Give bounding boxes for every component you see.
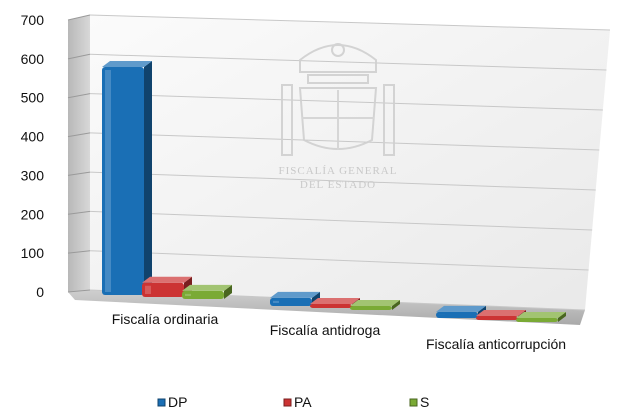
bar-front xyxy=(102,67,144,295)
bar-top xyxy=(310,298,360,304)
bar-side xyxy=(558,312,566,322)
bar-top xyxy=(350,300,400,306)
legend-swatch-s xyxy=(409,398,418,407)
bar-s xyxy=(182,284,232,299)
y-axis-ticks: 0 100 200 300 400 500 600 700 xyxy=(21,12,45,300)
legend-swatch-pa xyxy=(283,398,292,407)
y-tick-label: 0 xyxy=(36,284,44,300)
bar-side xyxy=(144,61,152,295)
bar-front xyxy=(476,316,518,320)
bar-top xyxy=(142,276,192,283)
gridline xyxy=(89,171,596,191)
legend-label-dp: DP xyxy=(168,394,187,410)
bar-s xyxy=(516,312,566,322)
gridline-side xyxy=(67,14,91,21)
bar-top xyxy=(436,305,486,312)
y-tick-label: 500 xyxy=(21,90,45,106)
bar-side xyxy=(224,284,232,299)
category-label: Fiscalía antidroga xyxy=(270,322,381,338)
bar-top xyxy=(516,312,566,318)
gridline-side xyxy=(67,210,91,215)
bar-front xyxy=(310,304,352,308)
gridline-side xyxy=(67,53,91,60)
bar-front xyxy=(516,318,558,322)
bar-highlight xyxy=(105,70,111,292)
chart-back-wall xyxy=(90,15,610,310)
bar-dp xyxy=(102,61,152,295)
gridline-side xyxy=(67,132,91,138)
bar-top xyxy=(476,310,526,316)
bar-front xyxy=(182,290,224,299)
bar-top xyxy=(182,284,232,291)
bar-dp xyxy=(270,291,320,306)
legend-label-s: S xyxy=(420,394,429,410)
legend: DP PA S xyxy=(157,394,429,410)
watermark-line1: FISCALÍA GENERAL xyxy=(279,165,398,177)
gridline-side xyxy=(67,93,91,99)
watermark-emblem xyxy=(281,43,395,156)
category-label: Fiscalía anticorrupción xyxy=(426,336,566,352)
bar-highlight xyxy=(145,285,151,294)
y-tick-label: 600 xyxy=(21,51,45,67)
bar-front xyxy=(142,282,184,297)
gridline xyxy=(89,250,589,271)
gridline-side xyxy=(67,289,91,293)
gridlines xyxy=(67,14,611,311)
watermark-line2: DEL ESTADO xyxy=(300,179,376,191)
category-labels: Fiscalía ordinaria Fiscalía antidroga Fisc… xyxy=(112,311,566,352)
bar-s xyxy=(350,300,400,310)
bar-front xyxy=(436,311,478,318)
bar-top xyxy=(102,61,152,67)
legend-swatch-dp xyxy=(157,398,166,407)
bar-highlight xyxy=(185,293,191,296)
gridline-side xyxy=(67,250,91,254)
bar-top xyxy=(270,291,320,298)
gridline xyxy=(89,14,611,31)
bars xyxy=(102,61,566,322)
bar-front xyxy=(270,297,312,306)
y-tick-label: 100 xyxy=(21,245,45,261)
bar-highlight xyxy=(273,300,279,303)
gridline xyxy=(89,93,603,111)
gridline-side xyxy=(67,171,91,176)
bar-side xyxy=(392,300,400,310)
category-label: Fiscalía ordinaria xyxy=(112,311,219,327)
y-tick-label: 300 xyxy=(21,167,45,183)
gridline xyxy=(89,210,593,231)
legend-label-pa: PA xyxy=(294,394,312,410)
y-tick-label: 700 xyxy=(21,12,45,28)
chart-side-wall xyxy=(68,15,90,292)
y-tick-label: 200 xyxy=(21,206,45,222)
gridline xyxy=(89,53,607,71)
bar-front xyxy=(350,306,392,310)
y-tick-label: 400 xyxy=(21,129,45,145)
gridline xyxy=(89,132,600,151)
